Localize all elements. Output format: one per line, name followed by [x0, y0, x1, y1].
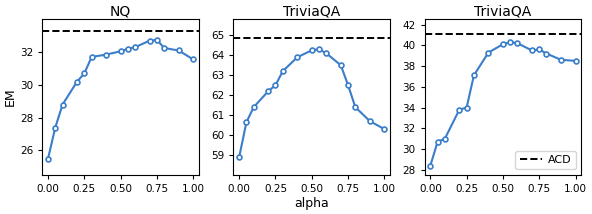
X-axis label: alpha: alpha [294, 197, 329, 210]
Title: NQ: NQ [110, 4, 131, 18]
Y-axis label: EM: EM [4, 88, 17, 107]
Title: TriviaQA: TriviaQA [474, 4, 532, 18]
Legend: ACD: ACD [516, 151, 576, 169]
Title: TriviaQA: TriviaQA [283, 4, 340, 18]
